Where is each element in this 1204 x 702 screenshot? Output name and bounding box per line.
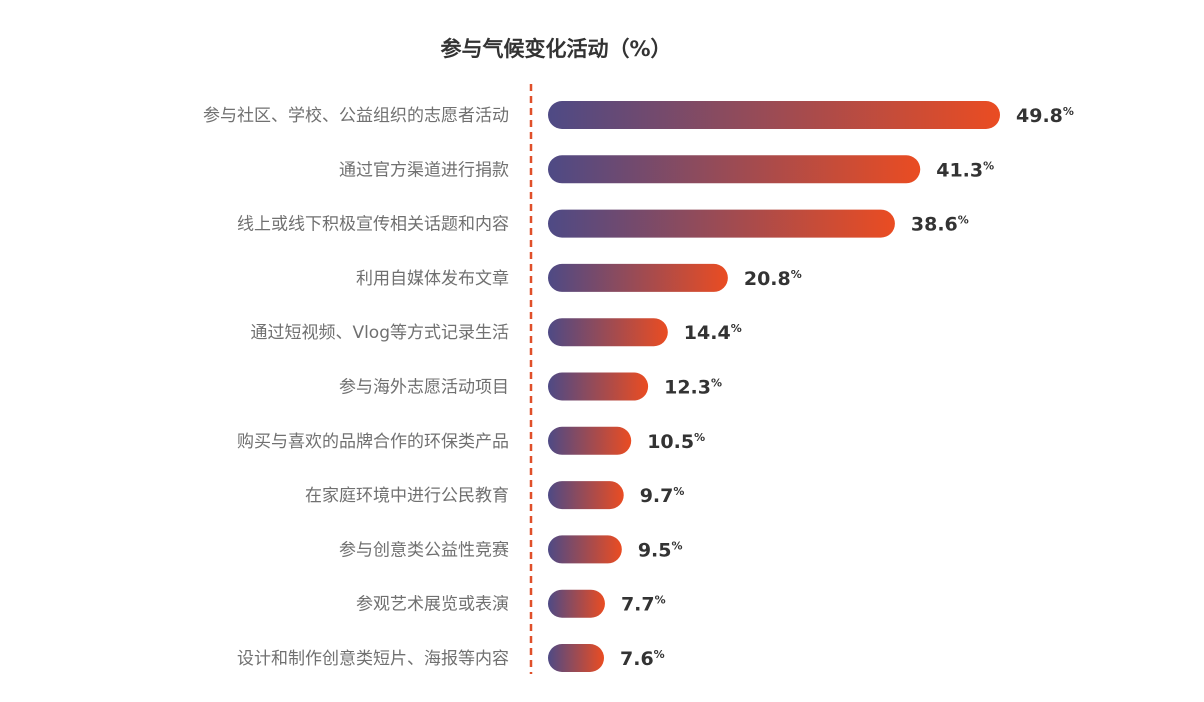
value-unit: % [694,431,705,444]
value-unit: % [731,322,742,335]
chart-title: 参与气候变化活动（%） [440,37,671,61]
value-label: 14.4% [684,322,742,344]
value-unit: % [983,159,994,172]
category-label: 利用自媒体发布文章 [356,269,509,289]
value-unit: % [672,539,683,552]
bar [548,263,728,292]
category-label: 参与社区、学校、公益组织的志愿者活动 [203,106,509,126]
value-unit: % [673,485,684,498]
category-label: 购买与喜欢的品牌合作的环保类产品 [237,432,509,452]
category-label: 在家庭环境中进行公民教育 [305,486,509,506]
category-label: 参与创意类公益性竞赛 [339,539,509,560]
bar [548,101,1000,129]
value-label: 41.3% [936,159,994,181]
value-label: 38.6% [911,214,969,236]
value-label: 9.5% [638,539,683,561]
bar [548,481,624,510]
bar [548,155,921,184]
value-label: 12.3% [664,377,722,399]
bar [548,318,668,347]
value-label: 7.7% [621,594,666,616]
value-label: 9.7% [640,485,685,507]
value-unit: % [654,648,665,661]
bar [548,209,895,238]
category-label: 线上或线下积极宣传相关话题和内容 [237,215,509,235]
value-label: 10.5% [647,431,705,453]
value-label: 49.8% [1016,105,1074,127]
bar [548,589,605,618]
category-label: 设计和制作创意类短片、海报等内容 [237,649,509,669]
bar [548,644,604,672]
bar [548,372,649,401]
bar [548,535,622,564]
value-unit: % [711,377,722,390]
value-label: 20.8% [744,268,802,290]
value-unit: % [958,214,969,227]
value-unit: % [1063,105,1074,118]
category-label: 参与海外志愿活动项目 [339,378,509,398]
value-label: 7.6% [620,648,665,670]
value-unit: % [791,268,802,281]
category-label: 通过短视频、Vlog等方式记录生活 [250,323,509,343]
category-label: 通过官方渠道进行捐款 [339,160,509,180]
bars-group: 参与社区、学校、公益组织的志愿者活动 49.8% 通过官方渠道进行捐款 41.3% 线上… [203,101,1074,672]
bar [548,426,632,455]
value-unit: % [655,594,666,607]
category-label: 参观艺术展览或表演 [356,595,509,615]
